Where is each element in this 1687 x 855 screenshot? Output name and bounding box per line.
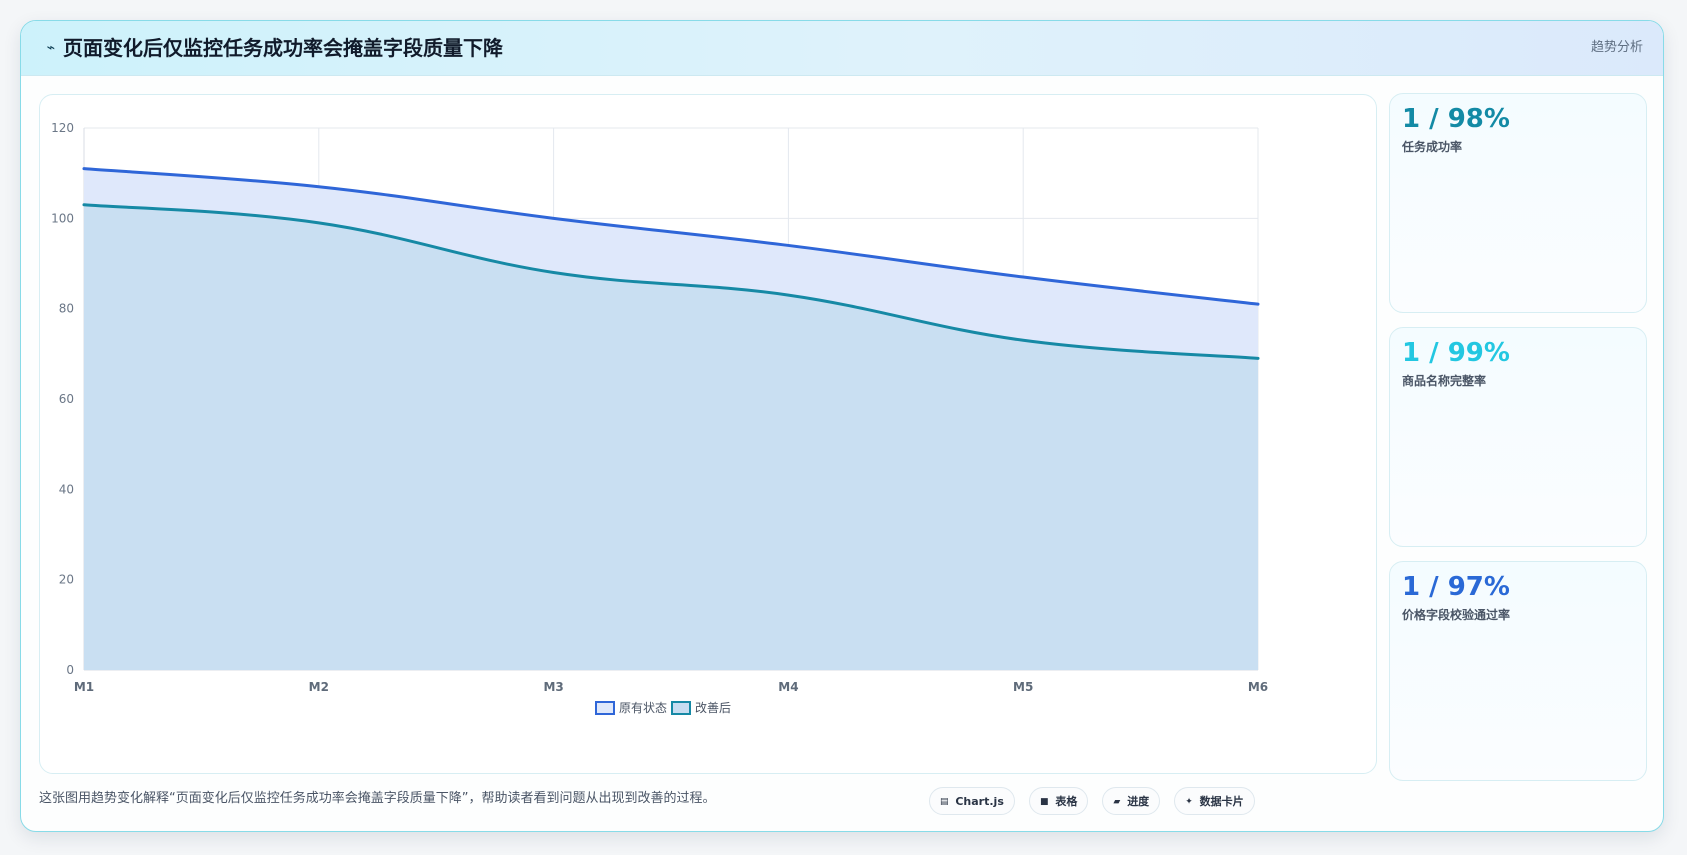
tag-label: 进度	[1127, 795, 1150, 808]
document-icon: ▤	[940, 797, 949, 807]
trend-chart-panel: 0 20 40 60 80 100 120 M1 M2 M3 M4 M5 M6 原有状态 改善后	[39, 94, 1377, 774]
kpi-label: 任务成功率	[1402, 140, 1463, 154]
y-tick-label: 60	[59, 392, 74, 406]
x-tick-label: M6	[1248, 680, 1268, 694]
x-tick-label: M3	[543, 680, 563, 694]
tag-label: 数据卡片	[1199, 795, 1244, 808]
x-tick-label: M5	[1013, 680, 1033, 694]
tag-chartjs: ▤ Chart.js	[929, 787, 1015, 815]
kpi-label: 商品名称完整率	[1402, 374, 1487, 388]
wave-icon: ⌁	[46, 40, 56, 56]
x-tick-label: M1	[74, 680, 94, 694]
tag-data-cards: ✦ 数据卡片	[1174, 787, 1255, 815]
analysis-tag: 趋势分析	[1590, 40, 1643, 55]
progress-icon: ▰	[1113, 797, 1121, 807]
dashboard-card: ⌁ 页面变化后仅监控任务成功率会掩盖字段质量下降 趋势分析 0 20 40 60 80 1…	[20, 20, 1664, 832]
tag-table: ■ 表格	[1028, 787, 1089, 815]
page-title: 页面变化后仅监控任务成功率会掩盖字段质量下降	[63, 36, 503, 60]
kpi-column: 1 / 98% 任务成功率 1 / 99% 商品名称完整率 1 / 97% 价格…	[1389, 93, 1647, 781]
kpi-label: 价格字段校验通过率	[1402, 608, 1511, 622]
table-icon: ■	[1039, 797, 1049, 807]
y-tick-label: 0	[66, 663, 74, 677]
kpi-value: 1 / 98%	[1402, 104, 1510, 134]
tag-label: 表格	[1055, 795, 1078, 808]
series-area-1	[84, 204, 1258, 670]
kpi-card-name-complete: 1 / 99% 商品名称完整率	[1389, 327, 1647, 547]
x-tick-label: M4	[778, 680, 798, 694]
y-tick-label: 120	[51, 121, 74, 135]
legend-swatch-0	[595, 701, 615, 715]
tag-label: Chart.js	[955, 795, 1004, 808]
series-line-1	[82, 203, 1260, 360]
chart-explanation: 这张图用趋势变化解释“页面变化后仅监控任务成功率会掩盖字段质量下降”，帮助读者看…	[39, 791, 716, 806]
y-tick-label: 100	[51, 211, 74, 225]
kpi-value: 1 / 99%	[1402, 338, 1510, 368]
y-tick-label: 80	[59, 302, 74, 316]
legend-label-0: 原有状态	[619, 701, 667, 715]
kpi-card-task-success: 1 / 98% 任务成功率	[1389, 93, 1647, 313]
kpi-value: 1 / 97%	[1402, 572, 1510, 602]
legend-swatch-1	[671, 701, 691, 715]
card-header: ⌁ 页面变化后仅监控任务成功率会掩盖字段质量下降 趋势分析	[21, 21, 1663, 76]
sparkle-icon: ✦	[1185, 797, 1193, 807]
legend-label-1: 改善后	[695, 700, 731, 715]
y-tick-label: 40	[59, 482, 74, 496]
feature-tags: ▤ Chart.js ■ 表格 ▰ 进度 ✦ 数据卡片	[929, 787, 1264, 817]
kpi-card-price-validation: 1 / 97% 价格字段校验通过率	[1389, 561, 1647, 781]
x-tick-label: M2	[309, 680, 329, 694]
y-tick-label: 20	[59, 573, 74, 587]
series-line-0	[82, 167, 1260, 306]
tag-progress: ▰ 进度	[1102, 787, 1161, 815]
trend-chart: 0 20 40 60 80 100 120 M1 M2 M3 M4 M5 M6 原有状态 改善后	[51, 121, 1268, 715]
